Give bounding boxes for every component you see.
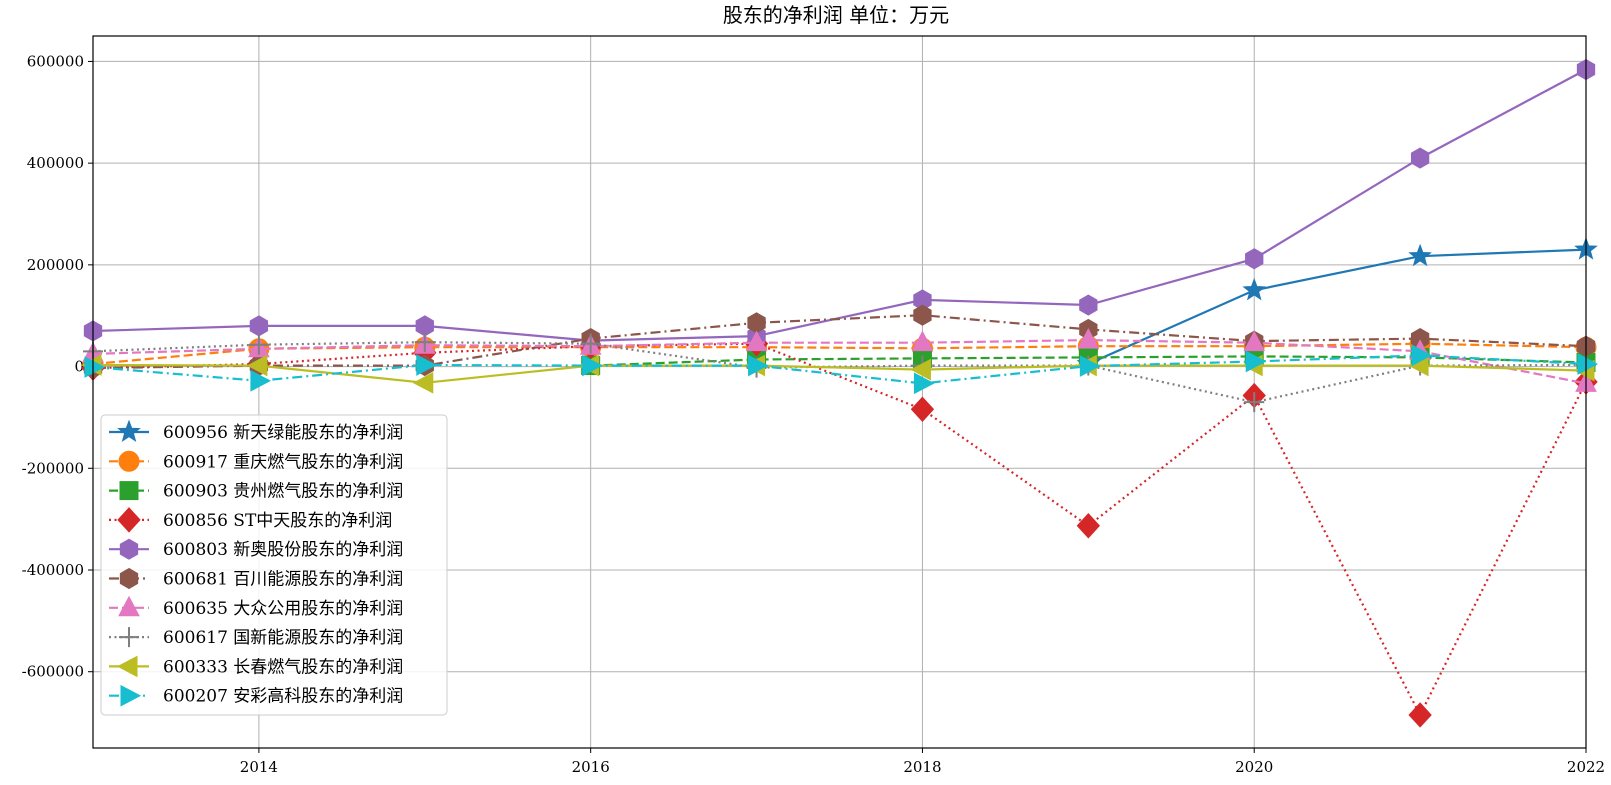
series-line — [92, 338, 1587, 385]
data-point — [1079, 355, 1101, 377]
data-point — [1243, 330, 1266, 352]
series-0 — [1076, 237, 1598, 375]
data-point — [1077, 328, 1100, 349]
legend-label: 600635 大众公用股东的净利润 — [163, 599, 403, 619]
legend-item: 600917 重庆燃气股东的净利润 — [109, 450, 403, 472]
legend-marker — [119, 567, 139, 590]
legend-label: 600333 长春燃气股东的净利润 — [163, 657, 403, 677]
y-tick-label: 600000 — [27, 52, 84, 70]
legend-item: 600903 贵州燃气股东的净利润 — [109, 481, 403, 502]
legend-marker — [120, 684, 142, 707]
data-point — [249, 315, 269, 337]
legend-marker — [116, 655, 138, 678]
legend-marker — [118, 595, 140, 617]
data-point — [911, 330, 934, 352]
data-point — [250, 369, 271, 392]
legend-item: 600956 新天绿能股东的净利润 — [109, 419, 403, 443]
x-tick-label: 2016 — [572, 758, 610, 776]
series-line — [92, 342, 1587, 718]
data-point — [582, 354, 603, 377]
data-point — [246, 354, 268, 377]
y-tick-label: 0 — [74, 358, 84, 376]
legend-label: 600956 新天绿能股东的净利润 — [163, 423, 403, 443]
legend-label: 600617 国新能源股东的净利润 — [163, 628, 403, 648]
data-point — [913, 372, 935, 395]
series-line — [92, 314, 1587, 370]
data-point — [910, 358, 931, 381]
data-point — [1245, 350, 1267, 373]
data-point — [1411, 344, 1433, 367]
legend-label: 600207 安彩高科股东的净利润 — [163, 687, 403, 707]
legend-marker — [119, 538, 139, 560]
legend: 600956 新天绿能股东的净利润 600917 重庆燃气股东的净利润 600903… — [100, 414, 448, 716]
x-tick-label: 2018 — [903, 758, 941, 776]
series-line — [92, 354, 1587, 385]
data-point — [1408, 702, 1432, 728]
y-tick-label: -200000 — [22, 459, 84, 477]
legend-marker — [117, 507, 141, 533]
legend-label: 600903 贵州燃气股东的净利润 — [163, 482, 403, 502]
legend-marker — [119, 481, 139, 501]
data-point — [910, 396, 935, 423]
series-line — [92, 68, 1587, 342]
x-tick-label: 2022 — [1567, 758, 1605, 776]
data-point — [580, 333, 601, 354]
data-point — [1242, 277, 1267, 301]
series-line — [92, 363, 1587, 384]
legend-item: 600681 百川能源股东的净利润 — [109, 567, 403, 590]
chart-title: 股东的净利润 单位：万元 — [723, 3, 949, 27]
legend-item: 600856 ST中天股东的净利润 — [109, 507, 392, 533]
plot-frame — [92, 35, 1587, 749]
legend-marker — [117, 419, 141, 443]
x-tick-label: 2020 — [1235, 758, 1273, 776]
data-point — [248, 334, 269, 355]
legend-label: 600803 新奥股份股东的净利润 — [163, 540, 403, 560]
axes: 2014 2016 2018 2020 2022 600000 400000 200000 0 -… — [22, 52, 1605, 776]
data-point — [745, 330, 768, 352]
data-point — [748, 354, 769, 377]
series-4 — [83, 58, 1596, 352]
data-point — [414, 332, 435, 353]
data-point — [1245, 248, 1264, 270]
data-point — [1408, 243, 1432, 267]
legend-label: 600681 百川能源股东的净利润 — [163, 570, 403, 590]
legend-item: 600617 国新能源股东的净利润 — [109, 627, 403, 648]
y-tick-label: 400000 — [27, 154, 84, 172]
legend-label: 600917 重庆燃气股东的净利润 — [163, 452, 403, 472]
legend-item: 600207 安彩高科股东的净利润 — [109, 684, 403, 707]
data-point — [1410, 147, 1430, 169]
legend-item: 600333 长春燃气股东的净利润 — [109, 655, 403, 678]
data-point — [1244, 392, 1265, 413]
data-point — [913, 304, 932, 326]
y-tick-label: -400000 — [22, 561, 84, 579]
data-point — [1079, 294, 1098, 316]
series-lines — [80, 58, 1599, 728]
y-tick-label: 200000 — [27, 256, 84, 274]
legend-item: 600635 大众公用股东的净利润 — [109, 595, 403, 619]
data-point — [416, 354, 437, 376]
legend-item: 600803 新奥股份股东的净利润 — [109, 538, 403, 560]
data-point — [1577, 353, 1599, 375]
data-point — [84, 356, 106, 378]
data-point — [747, 312, 766, 334]
series-9 — [84, 344, 1599, 395]
legend-label: 600856 ST中天股东的净利润 — [163, 511, 392, 531]
legend-box — [100, 414, 448, 716]
data-point — [412, 372, 434, 394]
series-line — [1087, 248, 1587, 366]
data-point — [1076, 513, 1101, 539]
legend-marker — [118, 450, 140, 472]
x-tick-label: 2014 — [240, 758, 278, 776]
y-tick-label: -600000 — [22, 663, 84, 681]
legend-marker — [119, 627, 139, 648]
